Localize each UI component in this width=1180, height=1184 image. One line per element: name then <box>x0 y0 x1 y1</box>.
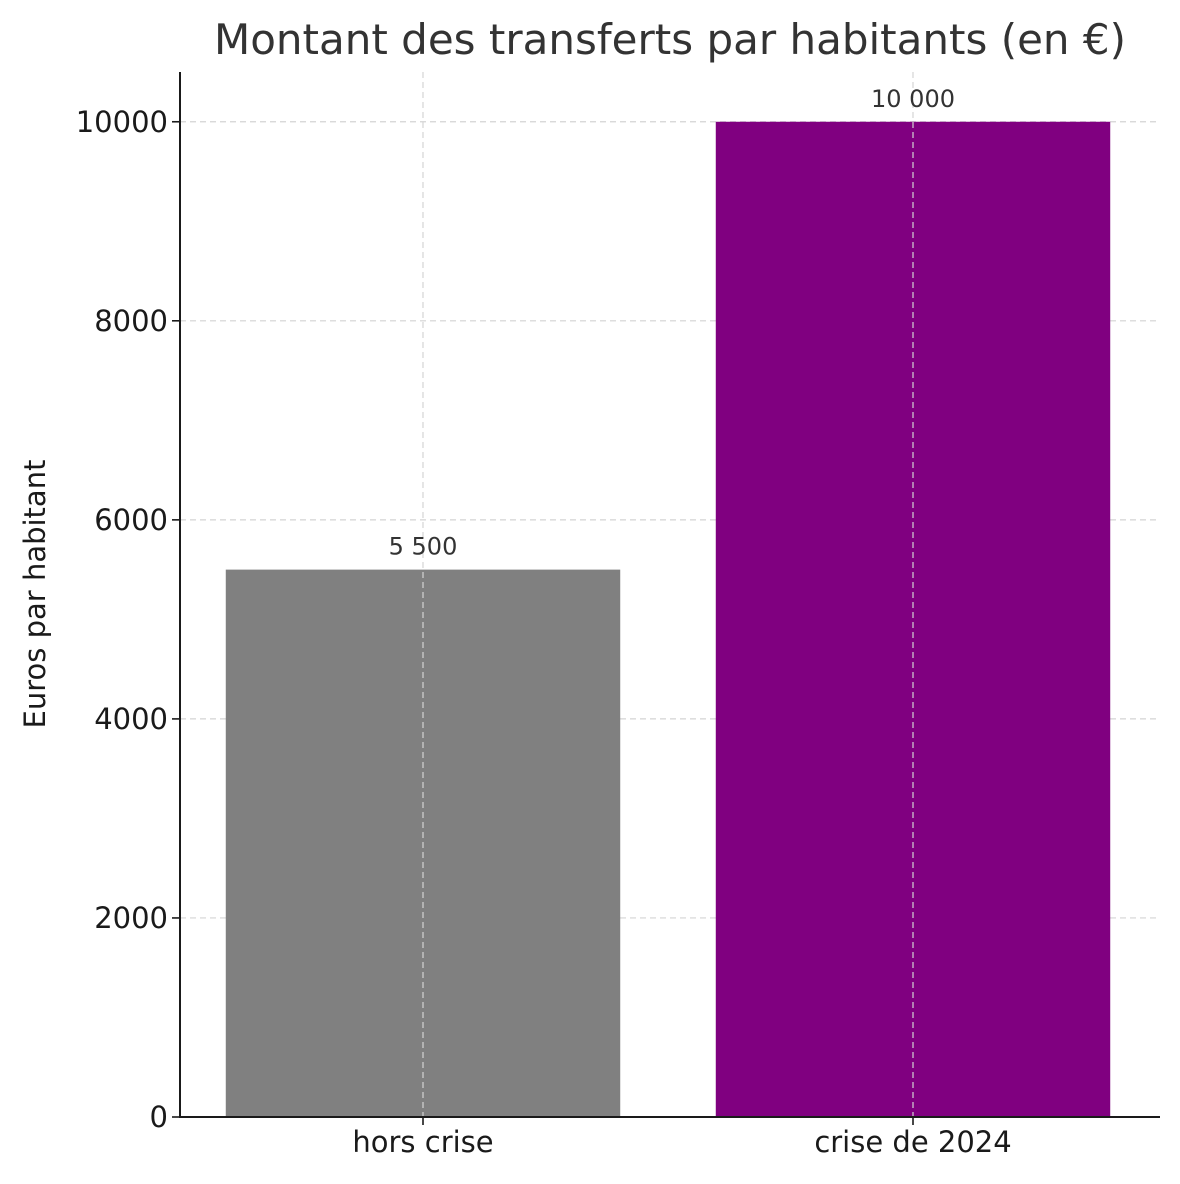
x-tick-label: hors crise <box>352 1125 493 1159</box>
axes-layer <box>172 72 1160 1125</box>
bars-layer <box>225 121 1111 1117</box>
x-grid-layer <box>422 72 914 1117</box>
y-tick-label: 6000 <box>94 503 168 537</box>
y-tick-label: 0 <box>150 1100 168 1134</box>
y-tick-label: 8000 <box>94 304 168 338</box>
labels-layer: 0 2000 4000 6000 8000 10000 hors crise crise de… <box>76 85 1012 1159</box>
data-label: 5 500 <box>389 533 458 561</box>
y-tick-label: 4000 <box>94 702 168 736</box>
y-axis-label: Euros par habitant <box>18 460 52 729</box>
y-tick-label: 2000 <box>94 901 168 935</box>
y-tick-label: 10000 <box>76 105 168 139</box>
data-label: 10 000 <box>871 85 955 113</box>
x-tick-label: crise de 2024 <box>814 1125 1011 1159</box>
chart-title: Montant des transferts par habitants (en… <box>214 15 1126 64</box>
